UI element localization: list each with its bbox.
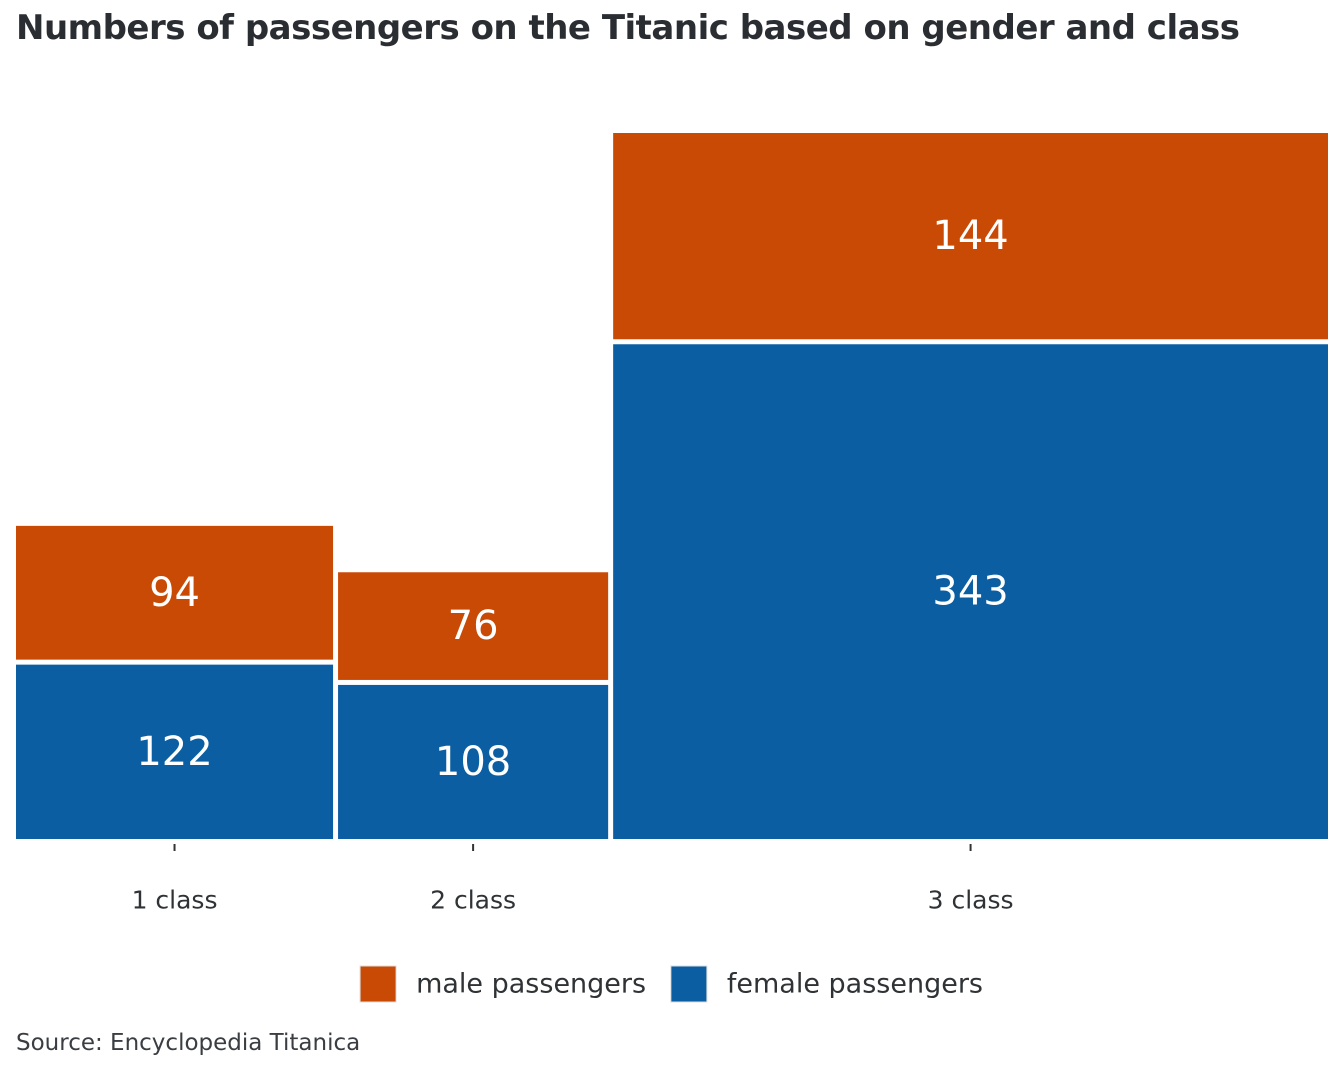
- bar-male-2: [338, 572, 609, 680]
- bar-female-3: [613, 344, 1328, 839]
- data-label: 94: [149, 570, 200, 616]
- legend-swatch-female: [670, 965, 708, 1003]
- x-tick-label: 3 class: [928, 886, 1014, 915]
- data-label: 343: [932, 569, 1008, 615]
- data-label: 144: [932, 213, 1008, 259]
- chart-title: Numbers of passengers on the Titanic bas…: [16, 8, 1240, 48]
- legend-label-male: male passengers: [416, 969, 646, 1000]
- source-note: Source: Encyclopedia Titanica: [16, 1030, 361, 1056]
- bar-female-1: [16, 664, 334, 839]
- x-tick-label: 1 class: [132, 886, 218, 915]
- legend-label-female: female passengers: [727, 969, 983, 1000]
- data-label: 76: [448, 603, 499, 649]
- bar-male-3: [613, 133, 1328, 340]
- bar-male-1: [16, 525, 334, 660]
- legend-swatch-male: [359, 965, 397, 1003]
- data-label: 108: [435, 739, 511, 785]
- x-tick-label: 2 class: [430, 886, 516, 915]
- bar-female-2: [338, 684, 609, 839]
- data-label: 122: [136, 729, 212, 775]
